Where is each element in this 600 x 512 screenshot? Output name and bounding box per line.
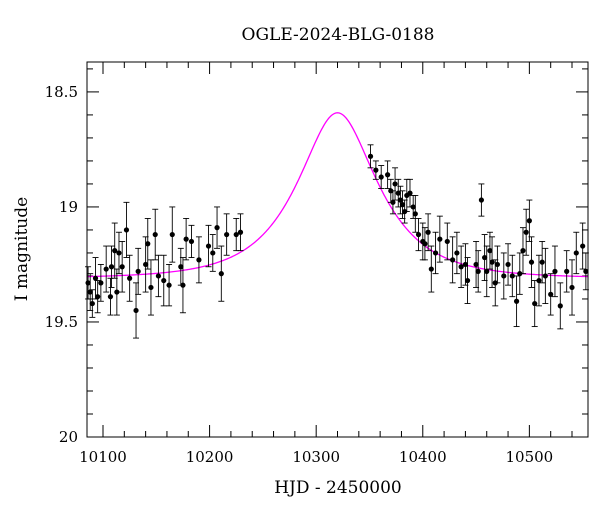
- data-point: [473, 240, 480, 288]
- data-point: [237, 213, 244, 252]
- data-point: [535, 254, 542, 307]
- data-point: [513, 275, 520, 328]
- y-tick-labels: 18.5 19 19.5 20: [45, 83, 78, 446]
- data-point: [115, 231, 122, 275]
- data-point: [169, 206, 176, 263]
- data-point: [483, 245, 490, 298]
- data-point: [205, 224, 212, 268]
- y-tick-label: 20: [59, 428, 78, 446]
- data-point: [397, 185, 404, 215]
- x-axis-label: HJD - 2450000: [274, 478, 402, 498]
- data-point: [444, 222, 451, 261]
- data-point: [453, 231, 460, 275]
- data-point: [223, 213, 230, 256]
- data-point: [399, 190, 406, 219]
- data-point: [509, 254, 516, 298]
- x-tick-label: 10100: [79, 448, 127, 466]
- data-point: [547, 273, 554, 316]
- data-point: [425, 213, 432, 252]
- data-point: [155, 254, 162, 298]
- data-point: [500, 252, 507, 300]
- data-point: [531, 280, 538, 328]
- data-point: [449, 236, 456, 284]
- data-point: [160, 254, 167, 307]
- data-point: [133, 282, 140, 339]
- data-points-layer: [85, 144, 589, 339]
- data-point: [233, 217, 240, 252]
- data-point: [166, 264, 173, 307]
- data-point: [579, 222, 586, 270]
- data-point: [142, 236, 149, 293]
- data-point: [123, 201, 130, 259]
- data-point: [489, 236, 496, 288]
- axis-ticks: [87, 62, 588, 437]
- data-point: [119, 240, 126, 293]
- data-point: [475, 250, 482, 293]
- data-point: [395, 178, 402, 208]
- data-point: [523, 208, 530, 256]
- data-point: [478, 183, 485, 217]
- data-point: [415, 217, 422, 252]
- data-point: [177, 247, 184, 286]
- plot-frame: [86, 61, 589, 438]
- data-point: [573, 231, 580, 275]
- data-point: [103, 245, 110, 293]
- data-point: [539, 240, 546, 284]
- x-tick-label: 10500: [506, 448, 554, 466]
- data-point: [542, 247, 549, 305]
- data-point: [505, 243, 512, 286]
- data-point: [378, 165, 385, 189]
- data-point: [108, 245, 115, 288]
- data-point: [432, 231, 439, 275]
- data-point: [464, 257, 471, 305]
- data-point: [421, 227, 428, 261]
- model-curve-layer: [86, 112, 589, 278]
- data-point: [144, 217, 151, 270]
- data-point: [367, 144, 374, 169]
- data-point: [563, 250, 570, 293]
- data-point: [557, 282, 564, 330]
- data-point: [519, 227, 526, 275]
- data-point: [89, 289, 96, 318]
- y-tick-label: 19: [59, 198, 78, 216]
- y-axis-label: I magnitude: [12, 197, 32, 301]
- data-point: [92, 257, 99, 300]
- data-point: [569, 259, 576, 316]
- data-point: [195, 236, 202, 284]
- data-point: [494, 245, 501, 284]
- data-point: [582, 252, 589, 291]
- y-tick-label: 18.5: [45, 83, 78, 101]
- data-point: [113, 268, 120, 316]
- y-tick-label: 19.5: [45, 313, 78, 331]
- chart-title: OGLE-2024-BLG-0188: [242, 25, 435, 45]
- data-point: [126, 254, 133, 302]
- data-point: [94, 280, 101, 314]
- data-point: [528, 236, 535, 288]
- data-point: [372, 160, 379, 180]
- x-tick-label: 10400: [399, 448, 447, 466]
- x-tick-labels: 10100 10200 10300 10400 10500: [79, 448, 553, 466]
- data-point: [183, 217, 190, 261]
- data-point: [209, 234, 216, 272]
- data-point: [147, 259, 154, 316]
- data-point: [179, 257, 186, 314]
- x-tick-label: 10300: [292, 448, 340, 466]
- data-point: [412, 194, 419, 233]
- x-tick-label: 10200: [186, 448, 234, 466]
- data-point: [97, 264, 104, 302]
- data-point: [218, 245, 225, 302]
- data-point: [551, 245, 558, 298]
- data-point: [428, 245, 435, 293]
- data-point: [214, 206, 221, 249]
- model-curve: [86, 112, 589, 278]
- data-point: [392, 167, 399, 201]
- data-point: [188, 224, 195, 259]
- data-point: [152, 208, 159, 261]
- data-point: [135, 247, 142, 295]
- data-point: [436, 215, 443, 263]
- data-point: [458, 245, 465, 288]
